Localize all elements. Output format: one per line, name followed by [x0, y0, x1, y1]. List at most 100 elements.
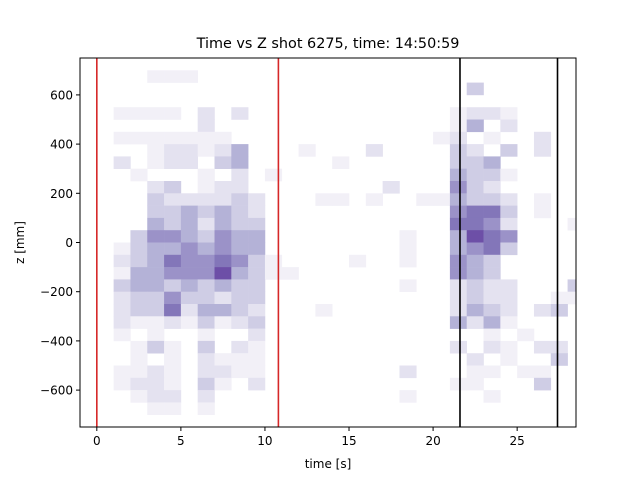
heatmap-cell: [349, 254, 367, 268]
heatmap-cell: [466, 254, 484, 268]
heatmap-cell: [449, 316, 468, 329]
heatmap-cell: [180, 279, 198, 292]
x-axis-label: time [s]: [305, 457, 352, 471]
heatmap-cell: [500, 304, 518, 317]
heatmap-cell: [483, 230, 501, 243]
heatmap-cell: [214, 254, 232, 268]
heatmap-cell: [164, 144, 182, 157]
heatmap-cell: [449, 279, 468, 292]
heatmap-cell: [466, 267, 484, 280]
heatmap-cell: [517, 328, 535, 342]
heatmap-cell: [147, 70, 165, 83]
heatmap-cell: [449, 156, 468, 169]
heatmap-cell: [533, 131, 552, 145]
heatmap-cell: [466, 168, 484, 182]
heatmap-cell: [466, 316, 484, 329]
heatmap-cell: [466, 230, 484, 243]
y-tick-label: −200: [40, 285, 73, 299]
heatmap-cell: [164, 267, 182, 280]
heatmap-cell: [164, 107, 182, 120]
heatmap-cell: [483, 390, 501, 403]
heatmap-cell: [365, 193, 383, 206]
heatmap-cell: [483, 328, 501, 342]
heatmap-cell: [466, 242, 484, 256]
heatmap-cell: [231, 304, 249, 317]
heatmap-cell: [197, 402, 215, 415]
heatmap-cell: [231, 181, 249, 194]
y-tick-label: 600: [50, 88, 73, 102]
heatmap-cell: [500, 291, 518, 305]
heatmap-cell: [113, 328, 131, 342]
heatmap-cell: [231, 107, 249, 120]
heatmap-cell: [197, 168, 215, 182]
heatmap-cell: [197, 316, 215, 329]
heatmap-cell: [500, 340, 518, 354]
x-tick-label: 25: [510, 434, 525, 448]
heatmap-cell: [466, 156, 484, 169]
heatmap-cell: [214, 205, 232, 219]
heatmap-cell: [466, 205, 484, 219]
heatmap-cell: [248, 328, 266, 342]
heatmap-cell: [449, 168, 468, 182]
heatmap-cell: [399, 365, 417, 379]
heatmap-cell: [231, 193, 249, 206]
heatmap-cell: [500, 119, 518, 133]
heatmap-cell: [214, 156, 232, 169]
heatmap-cell: [567, 291, 577, 305]
heatmap-cell: [113, 316, 131, 329]
heatmap-cell: [130, 291, 148, 305]
heatmap-cell: [500, 107, 518, 120]
heatmap-cell: [533, 304, 552, 317]
heatmap-cell: [231, 242, 249, 256]
heatmap-cell: [197, 390, 215, 403]
heatmap-cell: [466, 181, 484, 194]
heatmap-cell: [214, 131, 232, 145]
heatmap-cell: [550, 353, 568, 366]
heatmap-cell: [466, 291, 484, 305]
x-tick-label: 20: [425, 434, 440, 448]
heatmap-cell: [147, 267, 165, 280]
heatmap-cell: [197, 119, 215, 133]
heatmap-cell: [113, 107, 131, 120]
heatmap-cell: [197, 267, 215, 280]
heatmap-cell: [113, 304, 131, 317]
heatmap-cell: [214, 304, 232, 317]
heatmap-cell: [382, 181, 400, 194]
heatmap-cell: [533, 205, 552, 219]
heatmap-cell: [466, 217, 484, 231]
heatmap-cell: [197, 181, 215, 194]
heatmap-cell: [533, 193, 552, 206]
heatmap-cell: [214, 279, 232, 292]
heatmap-cell: [500, 168, 518, 182]
heatmap-cell: [500, 242, 518, 256]
heatmap-cell: [130, 365, 148, 379]
heatmap-cell: [214, 144, 232, 157]
heatmap-cell: [180, 230, 198, 243]
heatmap-cell: [248, 316, 266, 329]
heatmap-cell: [164, 353, 182, 366]
heatmap-cell: [147, 144, 165, 157]
heatmap-cell: [248, 353, 266, 366]
heatmap-cell: [164, 377, 182, 391]
heatmap-cell: [113, 156, 131, 169]
heatmap-cell: [197, 377, 215, 391]
heatmap-cell: [550, 304, 568, 317]
heatmap-cell: [113, 377, 131, 391]
heatmap-cell: [147, 316, 165, 329]
heatmap-cell: [483, 254, 501, 268]
heatmap-cell: [449, 205, 468, 219]
heatmap-cell: [483, 107, 501, 120]
heatmap-cell: [483, 131, 501, 145]
heatmap-cell: [466, 304, 484, 317]
heatmap-cell: [298, 144, 316, 157]
heatmap-cell: [449, 217, 468, 231]
heatmap-cell: [164, 279, 182, 292]
heatmap-cell: [567, 217, 577, 231]
heatmap-cell: [147, 242, 165, 256]
heatmap-cell: [483, 291, 501, 305]
heatmap-cell: [180, 144, 198, 157]
marker-lines: [96, 58, 559, 427]
heatmap-cell: [164, 254, 182, 268]
heatmap-cell: [500, 144, 518, 157]
heatmap-cell: [231, 254, 249, 268]
